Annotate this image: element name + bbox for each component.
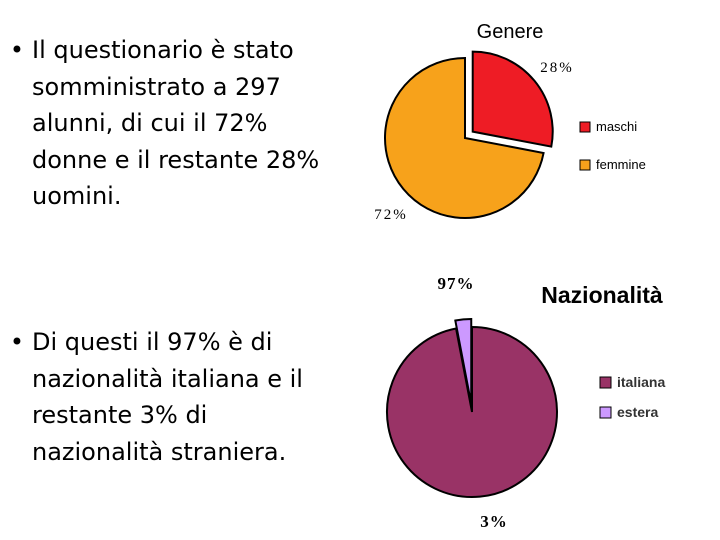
bullet-dot: •	[9, 36, 25, 64]
chart-0-legend-label-maschi: maschi	[596, 119, 637, 134]
chart-0-title: Genere	[477, 21, 544, 43]
chart-1: Nazionalità 97% 3% italiana estera	[386, 274, 665, 531]
chart-0: Genere 28% 72% maschi femmine	[374, 21, 646, 223]
chart-0-data-label-femmine: 72%	[374, 207, 408, 223]
chart-0-legend-label-femmine: femmine	[596, 157, 646, 172]
bullet-nationality-text: Di questi il 97% è di nazionalità italia…	[32, 328, 303, 466]
chart-0-legend-swatch-maschi	[579, 121, 591, 133]
chart-1-slice-italiana	[386, 325, 558, 498]
chart-1-legend-swatch-estera	[599, 406, 612, 419]
chart-1-data-label-estera: 3%	[480, 512, 508, 531]
chart-1-title: Nazionalità	[541, 282, 663, 308]
chart-0-data-label-maschi: 28%	[540, 60, 574, 76]
chart-0-slice-femmine	[384, 56, 545, 219]
chart-1-legend-label-italiana: italiana	[617, 374, 665, 390]
chart-1-data-label-italiana: 97%	[438, 274, 475, 293]
chart-1-legend-swatch-italiana	[599, 376, 612, 389]
chart-1-slice-estera	[454, 318, 473, 405]
bullet-gender-text: Il questionario è stato somministrato a …	[32, 36, 320, 210]
bullet-nationality: • Di questi il 97% è di nazionalità ital…	[0, 324, 340, 470]
chart-1-legend-label-estera: estera	[617, 404, 658, 420]
chart-0-slice-maschi	[471, 50, 554, 148]
bullet-gender: • Il questionario è stato somministrato …	[0, 32, 340, 215]
bullet-dot: •	[9, 328, 25, 356]
chart-0-legend-swatch-femmine	[579, 159, 591, 171]
